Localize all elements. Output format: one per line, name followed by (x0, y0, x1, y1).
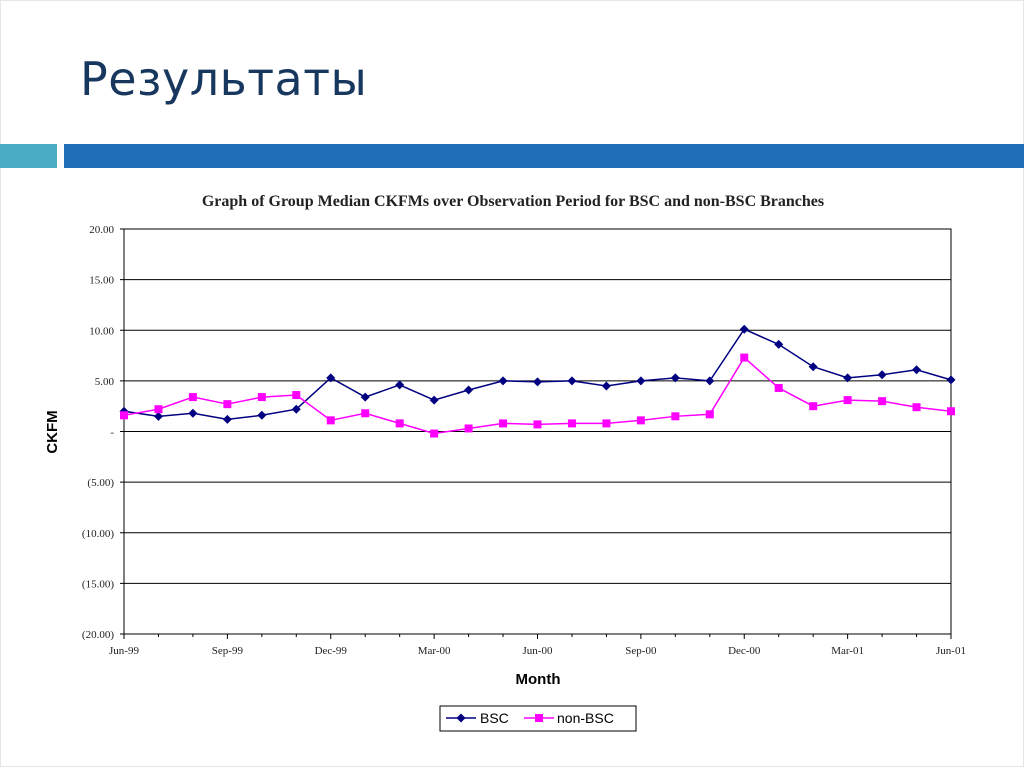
data-point-bsc (464, 385, 474, 395)
data-point-non-bsc (740, 353, 749, 362)
data-point-non-bsc (774, 383, 783, 392)
data-point-bsc (188, 408, 198, 418)
data-point-non-bsc (602, 419, 611, 428)
x-axis: Jun-99 Sep-99 Dec-99 Mar-00 Jun-00 Sep-00 Dec-… (109, 634, 966, 657)
data-point-non-bsc (567, 419, 576, 428)
x-tick-label: Jun-99 (109, 645, 139, 657)
data-point-non-bsc (636, 416, 645, 425)
data-point-bsc (601, 381, 611, 391)
y-tick-label: 20.00 (89, 224, 114, 236)
series-line-bsc (123, 328, 952, 421)
accent-bar-right (64, 144, 1024, 168)
x-tick-label: Dec-99 (315, 645, 348, 657)
x-tick-label: Jun-00 (523, 645, 553, 657)
y-axis-label: CKFM (44, 410, 61, 453)
data-point-non-bsc (292, 391, 301, 400)
data-point-bsc (395, 380, 405, 390)
chart-legend: BSC non-BSC (439, 705, 637, 732)
data-point-bsc (808, 362, 818, 372)
data-point-non-bsc (464, 424, 473, 433)
data-point-non-bsc (257, 393, 266, 402)
data-point-non-bsc (533, 420, 542, 429)
data-point-non-bsc (499, 419, 508, 428)
data-point-non-bsc (188, 393, 197, 402)
accent-bar-left (0, 144, 57, 168)
data-point-bsc (326, 373, 336, 383)
data-point-bsc (912, 365, 922, 375)
chart-title: Graph of Group Median CKFMs over Observa… (202, 193, 824, 210)
data-point-non-bsc (809, 402, 818, 411)
y-tick-label: - (110, 427, 114, 439)
data-point-non-bsc (430, 429, 439, 438)
data-point-bsc (222, 414, 232, 424)
data-point-bsc (153, 411, 163, 421)
data-point-non-bsc (912, 403, 921, 412)
x-axis-label: Month (516, 671, 561, 688)
data-point-bsc (291, 404, 301, 414)
y-tick-label: (10.00) (82, 528, 114, 540)
data-point-non-bsc (878, 397, 887, 406)
y-tick-label: (15.00) (82, 578, 114, 590)
data-point-non-bsc (120, 411, 128, 420)
data-point-bsc (670, 373, 680, 383)
slide-title: Результаты (80, 52, 368, 106)
y-tick-label: (5.00) (87, 477, 114, 489)
data-point-non-bsc (947, 407, 955, 416)
chart-grid (123, 228, 952, 635)
data-point-bsc (636, 376, 646, 386)
y-tick-label: 5.00 (95, 376, 115, 388)
data-point-non-bsc (671, 412, 680, 421)
data-point-non-bsc (223, 400, 232, 409)
y-tick-label: 10.00 (89, 325, 114, 337)
data-point-bsc (498, 376, 508, 386)
data-point-bsc (429, 395, 439, 405)
data-point-bsc (843, 373, 853, 383)
y-tick-label: 15.00 (89, 275, 114, 287)
data-point-non-bsc (361, 409, 370, 418)
data-point-non-bsc (395, 419, 404, 428)
legend-label-non-bsc: non-BSC (557, 710, 614, 726)
data-point-non-bsc (154, 405, 163, 414)
data-point-bsc (774, 339, 784, 349)
data-point-non-bsc (326, 416, 335, 425)
legend-marker-non-bsc (535, 714, 543, 722)
legend-label-bsc: BSC (480, 710, 509, 726)
data-point-bsc (533, 377, 542, 387)
x-tick-label: Dec-00 (728, 645, 761, 657)
data-point-bsc (946, 375, 956, 385)
data-point-non-bsc (843, 396, 852, 405)
series-layer (119, 324, 956, 438)
data-point-bsc (877, 370, 887, 380)
y-axis: 20.00 15.00 10.00 5.00 - (5.00) (10.00) (15.00)… (82, 224, 124, 641)
data-point-bsc (739, 324, 749, 334)
data-point-bsc (705, 376, 715, 386)
legend-marker-bsc (456, 713, 466, 723)
x-tick-label: Jun-01 (936, 645, 966, 657)
data-point-non-bsc (705, 410, 714, 419)
x-tick-label: Sep-00 (625, 645, 657, 657)
data-point-bsc (567, 376, 577, 386)
x-tick-label: Sep-99 (212, 645, 244, 657)
y-tick-label: (20.00) (82, 629, 114, 641)
x-tick-label: Mar-00 (418, 645, 451, 657)
x-tick-label: Mar-01 (831, 645, 864, 657)
data-point-bsc (360, 392, 370, 402)
data-point-bsc (257, 410, 267, 420)
